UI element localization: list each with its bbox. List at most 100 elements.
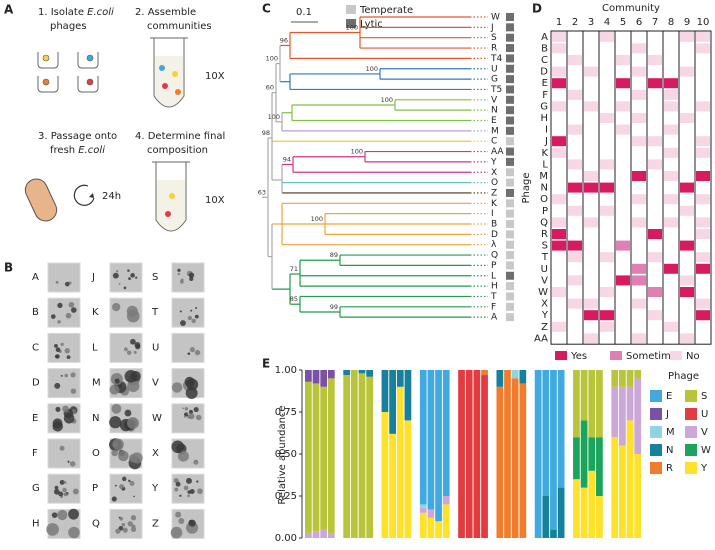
heatmap-cell bbox=[552, 321, 566, 332]
plaque bbox=[109, 416, 122, 429]
column-label: 5 bbox=[620, 17, 626, 28]
heatmap-cell bbox=[680, 275, 694, 286]
column-label: 8 bbox=[668, 17, 674, 28]
legend-label: N bbox=[666, 445, 673, 456]
bar-segment bbox=[396, 386, 404, 538]
plaque bbox=[114, 378, 120, 384]
legend-title: Phage bbox=[668, 371, 699, 382]
bar-segment bbox=[320, 529, 328, 538]
bar-segment bbox=[473, 370, 481, 538]
bar-segment bbox=[542, 496, 550, 538]
column-label: 7 bbox=[652, 17, 658, 28]
bar-segment bbox=[327, 370, 335, 379]
bar-segment bbox=[626, 370, 634, 387]
heatmap-cell bbox=[680, 333, 694, 344]
bar-segment bbox=[634, 454, 642, 538]
phage-icon bbox=[162, 83, 168, 89]
legend-label: Y bbox=[700, 463, 708, 474]
plaque bbox=[171, 382, 183, 393]
bar-segment bbox=[511, 370, 519, 379]
legend-swatch bbox=[346, 5, 356, 14]
heatmap-cell bbox=[568, 159, 582, 170]
bar-segment bbox=[519, 383, 527, 538]
plaque bbox=[128, 479, 131, 483]
plaque bbox=[195, 414, 202, 421]
column-label: 10 bbox=[697, 17, 710, 28]
plaque-label: T bbox=[151, 307, 159, 318]
heatmap-title: Community bbox=[602, 3, 660, 14]
phage-icon bbox=[172, 71, 178, 77]
heatmap-cell bbox=[584, 310, 598, 321]
plaque bbox=[194, 349, 201, 356]
phage-icon bbox=[86, 78, 94, 86]
bootstrap-label: 96 bbox=[280, 36, 288, 44]
row-label: M bbox=[539, 171, 548, 182]
plaque-label: H bbox=[32, 518, 40, 529]
heatmap-cell bbox=[696, 217, 710, 228]
plaque bbox=[170, 526, 183, 539]
leaf-label: U bbox=[491, 64, 498, 74]
ecoli-cell bbox=[24, 178, 58, 222]
plaque bbox=[62, 487, 67, 493]
bar-segment bbox=[619, 386, 626, 446]
leaf-label: J bbox=[490, 23, 494, 33]
bar-segment bbox=[435, 370, 442, 522]
plaque bbox=[131, 452, 143, 464]
plaque-image bbox=[47, 473, 81, 504]
bar-segment bbox=[305, 532, 312, 538]
leaf-label: N bbox=[491, 106, 498, 116]
row-label: L bbox=[542, 159, 548, 170]
plaque bbox=[65, 312, 72, 319]
bar-segment bbox=[442, 504, 450, 538]
row-label: T bbox=[541, 252, 549, 263]
heatmap-cell bbox=[568, 89, 582, 100]
bootstrap-label: 71 bbox=[290, 265, 298, 273]
row-label: R bbox=[541, 229, 548, 240]
phage-icon bbox=[165, 211, 171, 217]
plaque bbox=[121, 522, 126, 527]
plaque bbox=[68, 526, 80, 539]
legend-swatch bbox=[670, 351, 682, 360]
plaque-label: D bbox=[32, 378, 40, 389]
heatmap-cell bbox=[616, 240, 630, 251]
heatmap-cell bbox=[632, 263, 646, 274]
lifestyle-square bbox=[506, 44, 514, 53]
plaque bbox=[55, 280, 59, 284]
column-label: 9 bbox=[684, 17, 690, 28]
heatmap-cell bbox=[552, 287, 566, 297]
plaque bbox=[193, 407, 199, 413]
leaf-label: T5 bbox=[490, 85, 502, 95]
plaque bbox=[195, 306, 198, 309]
plaque bbox=[188, 409, 193, 415]
heatmap-cell bbox=[568, 298, 582, 309]
heatmap-cell bbox=[664, 147, 678, 158]
plaque bbox=[179, 310, 182, 313]
row-label: Q bbox=[540, 217, 548, 228]
heatmap-cell bbox=[648, 252, 662, 263]
plaque bbox=[128, 277, 131, 281]
lifestyle-square bbox=[506, 209, 514, 218]
plaque-image bbox=[47, 297, 81, 328]
bar-segment bbox=[320, 370, 328, 387]
plaque bbox=[123, 286, 127, 290]
bar-segment bbox=[504, 370, 511, 538]
step-text: 4. Determine final bbox=[135, 131, 225, 142]
panel-a: A 1. Isolate E.coli phages 2. Assemble c… bbox=[4, 3, 225, 232]
tube-medium bbox=[157, 180, 185, 230]
heatmap-cell bbox=[632, 275, 646, 286]
heatmap-cell bbox=[568, 55, 582, 65]
legend-swatch bbox=[650, 444, 662, 456]
plaque bbox=[196, 480, 199, 483]
plaque bbox=[197, 488, 203, 495]
bar-segment bbox=[427, 517, 435, 538]
step-text: 2. Assemble bbox=[135, 7, 196, 18]
row-label: H bbox=[540, 113, 548, 124]
heatmap-cell bbox=[696, 229, 710, 239]
lifestyle-square bbox=[506, 313, 514, 322]
bar-segment bbox=[419, 512, 427, 538]
column-label: 1 bbox=[556, 17, 562, 28]
plaque bbox=[177, 450, 189, 462]
leaf-label: Y bbox=[490, 157, 497, 167]
heatmap-cell bbox=[680, 182, 694, 193]
legend-swatch bbox=[650, 390, 662, 402]
